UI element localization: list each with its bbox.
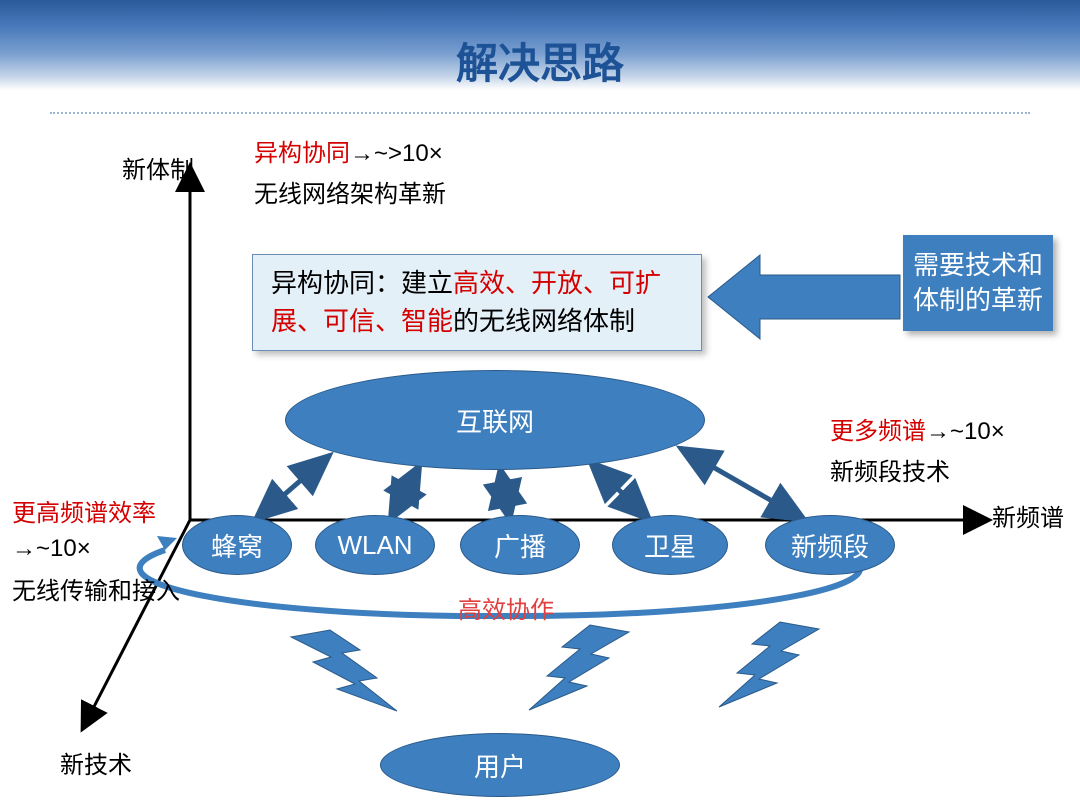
annot-top-sub: 无线网络架构革新: [254, 179, 446, 210]
x-axis-label: 新频谱: [992, 498, 1064, 533]
node-newband: 新频段: [765, 515, 895, 575]
annot-left: 更高频谱效率 →~10× 无线传输和接入: [12, 498, 182, 608]
lightning-bolts: [291, 622, 819, 711]
node-wlan-label: WLAN: [337, 530, 412, 561]
annot-right-arrow: →~10×: [926, 418, 1005, 445]
annot-top-arrow: →~>10×: [350, 140, 443, 167]
annot-left-red: 更高频谱效率: [12, 498, 182, 529]
revolution-text: 需要技术和体制的革新: [913, 250, 1043, 315]
page-title: 解决思路: [0, 30, 1080, 91]
node-broadcast-label: 广播: [494, 527, 546, 564]
center-label: 高效协作: [458, 595, 554, 626]
callout-box: 异构协同：建立高效、开放、可扩展、可信、智能的无线网络体制: [252, 254, 702, 351]
annot-left-arrow: →~10×: [12, 533, 182, 564]
annot-right-sub: 新频段技术: [830, 457, 1005, 488]
node-newband-label: 新频段: [791, 527, 869, 564]
node-internet-label: 互联网: [456, 402, 534, 439]
node-satellite-label: 卫星: [644, 527, 696, 564]
node-user: 用户: [380, 733, 620, 797]
node-wlan: WLAN: [315, 515, 435, 575]
block-arrow: [708, 255, 900, 339]
annot-left-sub: 无线传输和接入: [12, 576, 182, 607]
node-satellite: 卫星: [612, 515, 728, 575]
revolution-box: 需要技术和体制的革新: [903, 235, 1053, 331]
annot-right: 更多频谱→~10× 新频段技术: [830, 416, 1005, 488]
callout-suffix: 的无线网络体制: [453, 306, 635, 336]
node-user-label: 用户: [474, 747, 526, 784]
annot-top-red: 异构协同: [254, 140, 350, 167]
node-internet: 互联网: [285, 370, 705, 470]
node-broadcast: 广播: [460, 515, 580, 575]
divider: [50, 112, 1030, 114]
z-axis-label: 新技术: [60, 745, 132, 780]
diagram-area: 新体制 新频谱 新技术 异构协同→~>10× 无线网络架构革新 更多频谱→~10…: [0, 130, 1080, 810]
annot-top: 异构协同→~>10× 无线网络架构革新: [254, 138, 446, 210]
node-cell: 蜂窝: [182, 515, 292, 575]
annot-right-red: 更多频谱: [830, 418, 926, 445]
y-axis-label: 新体制: [122, 150, 194, 185]
callout-prefix: 异构协同：建立: [271, 268, 453, 298]
node-cell-label: 蜂窝: [211, 527, 263, 564]
